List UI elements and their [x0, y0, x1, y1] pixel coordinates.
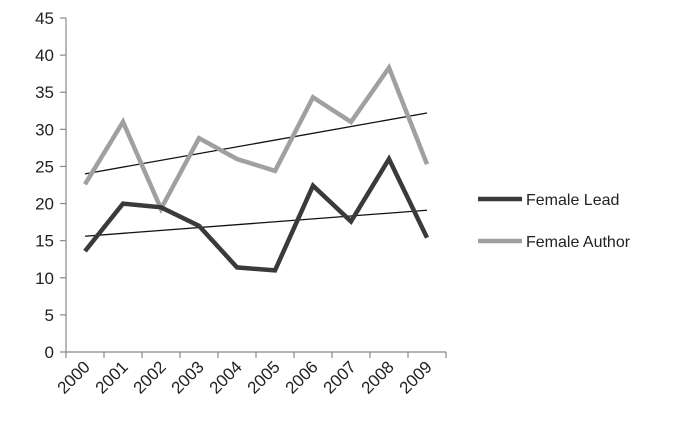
- y-tick-label: 45: [35, 9, 54, 28]
- legend-label: Female Author: [526, 234, 631, 251]
- y-tick-label: 15: [35, 232, 54, 251]
- x-tick-label: 2006: [282, 357, 322, 397]
- x-tick-label: 2005: [244, 357, 284, 397]
- trendline: [84, 209, 428, 237]
- series-line: [83, 62, 430, 214]
- y-tick-label: 5: [45, 306, 54, 325]
- x-tick-label: 2009: [396, 357, 436, 397]
- y-tick-label: 10: [35, 269, 54, 288]
- y-tick-label: 30: [35, 120, 54, 139]
- y-tick-label: 40: [35, 46, 54, 65]
- y-tick-label: 35: [35, 83, 54, 102]
- x-tick-label: 2000: [54, 357, 94, 397]
- series-line: [83, 154, 430, 273]
- y-axis-ticks: 0 5 10 15 20 25 30 35 40 45: [35, 9, 66, 362]
- x-tick-label: 2004: [206, 357, 246, 397]
- legend: Female Lead Female Author: [478, 192, 631, 251]
- x-tick-label: 2002: [130, 357, 170, 397]
- y-tick-label: 25: [35, 157, 54, 176]
- legend-label: Female Lead: [526, 192, 619, 209]
- y-tick-label: 20: [35, 195, 54, 214]
- y-tick-label: 0: [45, 343, 54, 362]
- x-tick-label: 2007: [320, 357, 360, 397]
- x-tick-label: 2003: [168, 357, 208, 397]
- trendlines: [84, 112, 428, 237]
- series-lines: [83, 62, 430, 273]
- x-tick-label: 2008: [358, 357, 398, 397]
- x-tick-label: 2001: [92, 357, 132, 397]
